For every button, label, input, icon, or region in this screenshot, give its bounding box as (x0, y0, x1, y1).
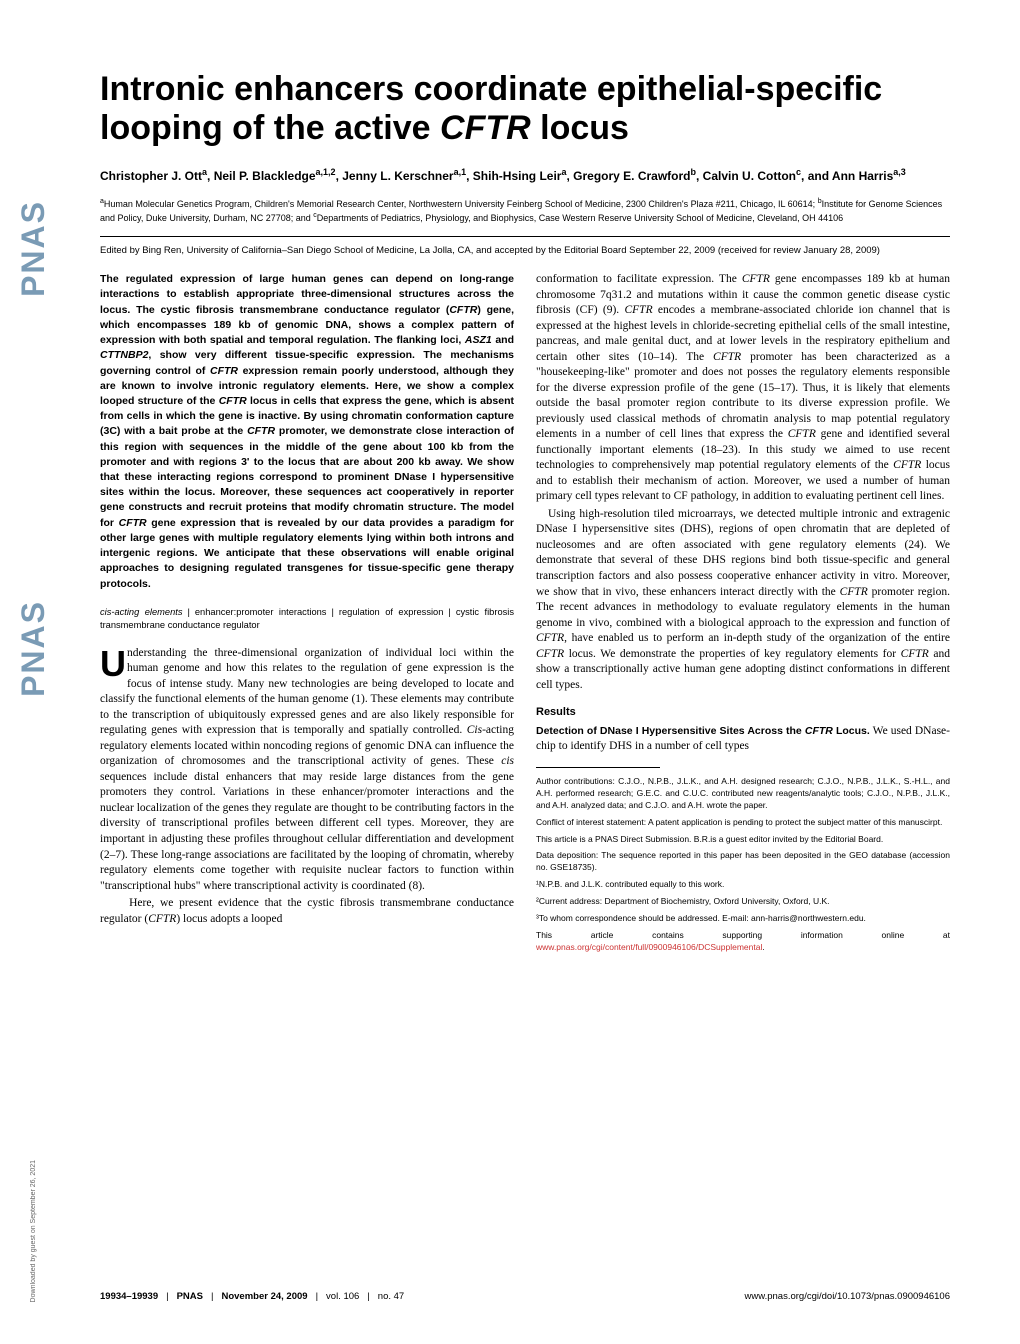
download-note: Downloaded by guest on September 26, 202… (30, 1160, 37, 1302)
fn-direct: This article is a PNAS Direct Submission… (536, 834, 950, 846)
results-subheading: Detection of DNase I Hypersensitive Site… (536, 725, 870, 737)
footnote-divider (536, 767, 660, 768)
dropcap: U (100, 646, 127, 680)
fn-3: ³To whom correspondence should be addres… (536, 913, 950, 925)
fn-1: ¹N.P.B. and J.L.K. contributed equally t… (536, 879, 950, 891)
results-heading: Results (536, 705, 950, 720)
fn-supp: This article contains supporting informa… (536, 930, 950, 954)
right-column: conformation to facilitate expression. T… (536, 272, 950, 958)
pnas-logo-side-1: PNAS (15, 200, 52, 297)
page-footer: 19934–19939|PNAS|November 24, 2009|vol. … (100, 1291, 950, 1302)
keywords: cis-acting elements|enhancer:promoter in… (100, 606, 514, 632)
doi: www.pnas.org/cgi/doi/10.1073/pnas.090094… (745, 1291, 950, 1302)
article-title: Intronic enhancers coordinate epithelial… (100, 70, 950, 148)
authors: Christopher J. Otta, Neil P. Blackledgea… (100, 166, 950, 185)
footnotes: Author contributions: C.J.O., N.P.B., J.… (536, 776, 950, 954)
affiliations: aHuman Molecular Genetics Program, Child… (100, 197, 950, 224)
abstract: The regulated expression of large human … (100, 272, 514, 592)
edited-by: Edited by Bing Ren, University of Califo… (100, 245, 950, 258)
fn-conflict: Conflict of interest statement: A patent… (536, 817, 950, 829)
body-right: conformation to facilitate expression. T… (536, 272, 950, 755)
two-column-layout: The regulated expression of large human … (100, 272, 950, 958)
left-column: The regulated expression of large human … (100, 272, 514, 958)
fn-contrib: Author contributions: C.J.O., N.P.B., J.… (536, 776, 950, 812)
pnas-logo-side-2: PNAS (15, 600, 52, 697)
fn-2: ²Current address: Department of Biochemi… (536, 896, 950, 908)
fn-data: Data deposition: The sequence reported i… (536, 850, 950, 874)
divider-top (100, 236, 950, 237)
supp-link[interactable]: www.pnas.org/cgi/content/full/0900946106… (536, 942, 762, 952)
body-left: Understanding the three-dimensional orga… (100, 646, 514, 927)
